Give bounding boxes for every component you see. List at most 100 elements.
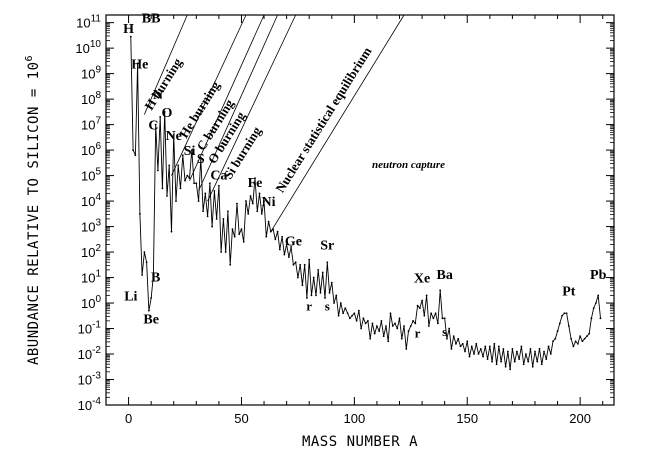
- data-point: [263, 200, 265, 202]
- data-point: [157, 169, 159, 172]
- data-point: [486, 358, 489, 361]
- data-point: [276, 230, 279, 233]
- data-point: [290, 246, 293, 248]
- data-point: [378, 330, 381, 332]
- data-point: [446, 337, 448, 340]
- data-point: [258, 192, 261, 195]
- y-tick-label-base: 10: [81, 194, 95, 209]
- y-tick-label: 10-2: [78, 345, 102, 362]
- x-tick-label: 200: [569, 411, 591, 426]
- y-tick-label-base: 10: [81, 67, 95, 82]
- x-axis-title: MASS NUMBER A: [302, 434, 418, 450]
- data-point: [371, 322, 374, 325]
- data-point: [324, 297, 326, 299]
- data-point: [184, 179, 186, 182]
- data-point: [552, 340, 554, 343]
- element-label: Fe: [248, 176, 263, 191]
- y-tick-label: 105: [81, 167, 101, 184]
- data-point: [574, 340, 577, 343]
- data-point: [504, 365, 507, 368]
- data-point: [448, 327, 451, 330]
- data-point: [353, 312, 356, 315]
- data-point: [484, 345, 487, 348]
- data-point: [466, 340, 469, 343]
- element-label: Li: [124, 289, 137, 304]
- data-point: [269, 230, 272, 233]
- data-point: [220, 251, 223, 253]
- process-boundary-line: [198, 14, 278, 192]
- process-tag-label: s: [325, 299, 330, 314]
- data-point: [213, 189, 216, 192]
- process-tag-label: r: [306, 299, 312, 314]
- element-label: Ba: [436, 268, 452, 283]
- data-point: [170, 230, 173, 233]
- y-tick-label-base: 10: [81, 92, 95, 107]
- y-axis: 10-410-310-210-1100101102103104105106107…: [75, 14, 614, 413]
- x-tick-label: 0: [125, 411, 132, 426]
- data-point: [348, 317, 351, 320]
- data-point: [450, 348, 453, 350]
- data-point: [134, 154, 137, 157]
- data-point: [147, 309, 150, 312]
- data-point: [407, 330, 410, 332]
- data-point: [527, 360, 530, 363]
- data-point: [150, 297, 153, 299]
- data-point: [436, 322, 439, 325]
- process-boundary-line: [189, 14, 265, 181]
- data-point: [254, 177, 256, 180]
- data-point: [432, 317, 435, 320]
- data-point: [360, 327, 363, 330]
- element-label: O: [162, 106, 173, 121]
- data-point: [516, 350, 518, 353]
- y-tick-label-exponent: -2: [92, 345, 101, 356]
- data-point: [457, 337, 460, 340]
- process-boundary-line: [270, 14, 405, 232]
- y-tick-label-base: 10: [81, 118, 95, 133]
- data-point: [168, 164, 171, 167]
- y-tick-label-exponent: -1: [92, 320, 101, 331]
- data-point: [265, 235, 268, 238]
- y-tick-label-base: 10: [81, 143, 95, 158]
- data-point: [563, 312, 566, 315]
- data-point: [310, 294, 313, 297]
- element-label: BB: [142, 12, 161, 27]
- y-tick-label: 10-3: [78, 371, 102, 388]
- y-tick-label-base: 10: [78, 373, 92, 388]
- data-point: [414, 322, 417, 325]
- data-point: [597, 294, 600, 297]
- data-point: [385, 325, 387, 327]
- y-tick-label-base: 10: [76, 16, 90, 31]
- y-tick-label-base: 10: [81, 169, 95, 184]
- data-point: [452, 335, 455, 338]
- data-point: [367, 319, 369, 322]
- data-point: [441, 317, 444, 320]
- data-point: [251, 202, 254, 205]
- data-point: [583, 337, 586, 340]
- data-point: [330, 281, 333, 284]
- data-point: [376, 325, 378, 327]
- data-point: [281, 235, 284, 238]
- data-point: [520, 345, 523, 348]
- x-tick-label: 150: [456, 411, 478, 426]
- element-label: Sr: [320, 239, 334, 254]
- element-label: Xe: [414, 272, 430, 287]
- data-point: [592, 307, 595, 310]
- data-point: [567, 325, 570, 327]
- y-tick-label: 102: [81, 243, 101, 260]
- data-point: [256, 210, 259, 213]
- data-point: [586, 335, 588, 338]
- y-tick-label-exponent: 2: [95, 243, 101, 254]
- data-point: [217, 184, 220, 187]
- data-point: [500, 360, 503, 363]
- y-tick-label: 104: [81, 192, 101, 209]
- data-point: [380, 319, 383, 322]
- data-point: [283, 253, 286, 256]
- data-point: [547, 345, 550, 348]
- data-point: [315, 294, 317, 297]
- data-point: [308, 258, 311, 261]
- data-point: [409, 325, 412, 327]
- y-axis-title: ABUNDANCE RELATIVE TO SILICON = 106: [24, 55, 42, 365]
- data-point: [488, 345, 491, 348]
- data-point: [152, 274, 155, 276]
